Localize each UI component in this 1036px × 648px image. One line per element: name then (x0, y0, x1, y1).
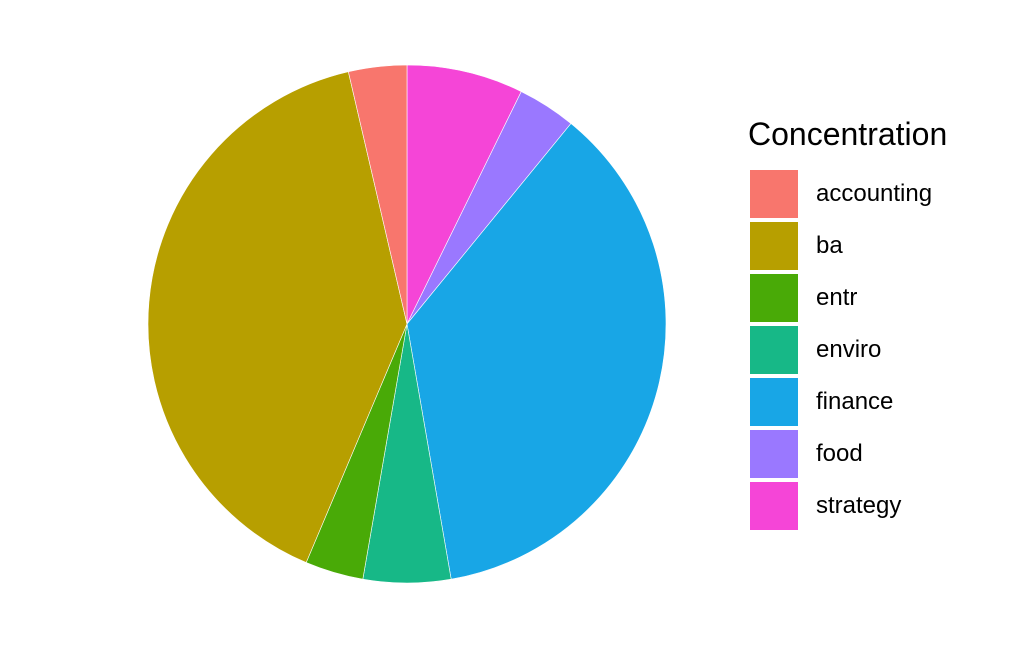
legend-item-finance: finance (748, 376, 1018, 428)
legend-key-accounting (750, 170, 798, 218)
legend-label-food: food (816, 440, 863, 467)
legend-key-finance (750, 378, 798, 426)
legend-title: Concentration (748, 116, 948, 152)
legend-item-food: food (748, 428, 1018, 480)
pie-slice-finance (406, 123, 667, 580)
legend-label-finance: finance (816, 388, 894, 415)
pie-slice-strategy (406, 64, 522, 325)
legend-label-ba: ba (816, 232, 843, 259)
legend-item-entr: entr (748, 272, 1018, 324)
legend-item-strategy: strategy (748, 480, 1018, 532)
legend-label-entr: entr (816, 284, 858, 311)
legend-key-ba (750, 222, 798, 270)
legend-item-ba: ba (748, 220, 1018, 272)
legend-key-strategy (750, 482, 798, 530)
legend-key-enviro (750, 326, 798, 374)
legend-item-accounting: accounting (748, 168, 1018, 220)
legend-item-enviro: enviro (748, 324, 1018, 376)
pie-slices (147, 64, 667, 584)
legend-key-food (750, 430, 798, 478)
legend-label-strategy: strategy (816, 492, 902, 519)
pie-slice-accounting (347, 64, 408, 325)
legend: Concentration accounting ba entr enviro … (748, 114, 1018, 532)
legend-label-accounting: accounting (816, 180, 933, 207)
pie-slice-ba (147, 71, 408, 563)
legend-key-entr (750, 274, 798, 322)
legend-label-enviro: enviro (816, 336, 882, 363)
